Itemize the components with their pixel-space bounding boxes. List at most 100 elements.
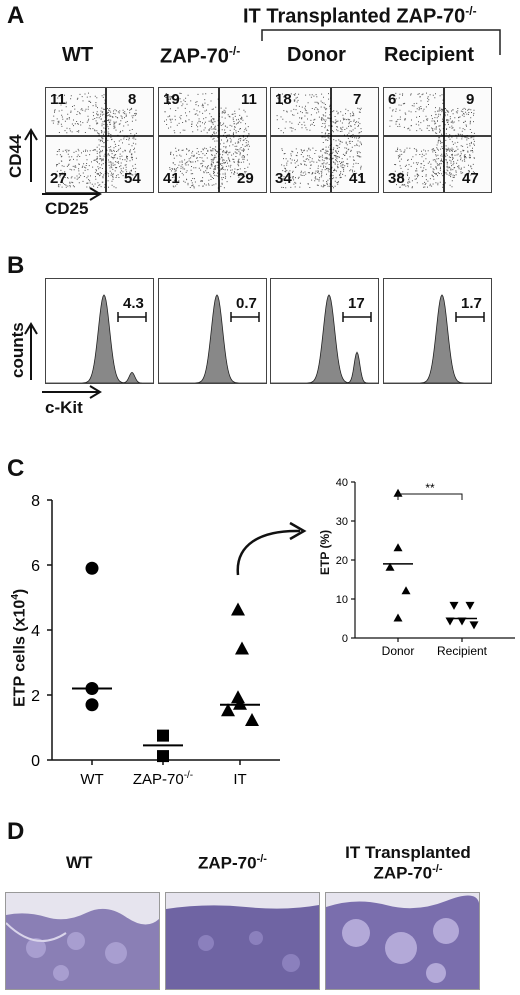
y-tick-label: 8 bbox=[31, 493, 40, 510]
col-head-zap70: ZAP-70-/- bbox=[160, 44, 240, 69]
histo-label-it-line2-text: ZAP-70 bbox=[373, 863, 433, 883]
col-head-donor: Donor bbox=[287, 44, 346, 67]
x-tick-label: ZAP-70-/- bbox=[133, 770, 193, 788]
panel-letter-a: A bbox=[7, 2, 25, 29]
histology-image-it bbox=[325, 892, 480, 990]
data-point-circle bbox=[85, 698, 99, 712]
quadrant-ul-value: 6 bbox=[388, 91, 397, 108]
quadrant-lr-value: 41 bbox=[349, 170, 366, 187]
inset-point-triangle-down bbox=[445, 617, 455, 626]
quadrant-ll-value: 27 bbox=[50, 170, 67, 187]
y-tick-label: 0 bbox=[31, 753, 40, 770]
y-tick-label: 4 bbox=[31, 623, 40, 640]
quadrant-ul-value: 18 bbox=[275, 91, 292, 108]
curved-arrow bbox=[236, 521, 307, 576]
data-point-square bbox=[157, 750, 169, 763]
inset-point-triangle-down bbox=[469, 621, 479, 630]
inset-point-triangle bbox=[393, 488, 403, 497]
inset-point-triangle-down bbox=[457, 617, 467, 626]
quadrant-ur-value: 7 bbox=[353, 91, 362, 108]
histo-label-wt: WT bbox=[66, 853, 93, 872]
quadrant-lr-value: 29 bbox=[237, 170, 254, 187]
flow-plot-0: 11 8 27 54 bbox=[45, 87, 154, 193]
x-tick-label: WT bbox=[80, 771, 103, 788]
histo-label-it-line1: IT Transplanted bbox=[345, 843, 471, 862]
group-header-text: IT Transplanted ZAP-70 bbox=[243, 5, 466, 28]
inset-x-tick-label: Donor bbox=[382, 644, 415, 658]
histology-image-zap70 bbox=[165, 892, 320, 990]
inset-point-triangle bbox=[401, 586, 411, 595]
inset-y-tick-label: 10 bbox=[336, 594, 348, 606]
significance-stars: ** bbox=[425, 481, 435, 495]
panel-letter-c: C bbox=[7, 455, 25, 482]
flow-plot-2: 18 7 34 41 bbox=[270, 87, 379, 193]
panel-letter-d: D bbox=[7, 818, 25, 845]
inset-point-triangle-down bbox=[465, 601, 475, 610]
quadrant-ll-value: 41 bbox=[163, 170, 180, 187]
inset-point-triangle bbox=[393, 613, 403, 622]
etp-percent-inset-chart: 0 10 20 30 40 Donor Recipient ** bbox=[336, 477, 515, 658]
quadrant-lr-value: 47 bbox=[462, 170, 479, 187]
gate-percent-label: 17 bbox=[348, 295, 365, 312]
quadrant-ll-value: 38 bbox=[388, 170, 405, 187]
inset-point-triangle bbox=[393, 543, 403, 552]
inset-y-tick-label: 20 bbox=[336, 555, 348, 567]
col-head-zap70-text: ZAP-70 bbox=[160, 45, 229, 68]
col-head-recipient-text: Recipient bbox=[384, 44, 475, 66]
counts-label: counts bbox=[8, 322, 27, 378]
etp-cells-ylabel-end: ) bbox=[11, 588, 29, 595]
histogram-0: 4.3 bbox=[45, 278, 154, 384]
group-bracket bbox=[261, 29, 501, 55]
axis-arrows-b bbox=[24, 322, 102, 399]
histogram-1: 0.7 bbox=[158, 278, 267, 384]
quadrant-lr-value: 54 bbox=[124, 170, 141, 187]
data-point-square bbox=[157, 729, 169, 742]
col-head-donor-text: Donor bbox=[287, 44, 346, 66]
group-header: IT Transplanted ZAP-70-/- bbox=[243, 4, 477, 29]
etp-cells-ylabel: ETP cells (x104) bbox=[10, 589, 29, 707]
col-head-wt-text: WT bbox=[62, 44, 94, 66]
quadrant-ur-value: 9 bbox=[466, 91, 475, 108]
data-point-triangle bbox=[235, 641, 249, 655]
quadrant-ur-value: 8 bbox=[128, 91, 137, 108]
x-tick-label: IT bbox=[233, 771, 246, 788]
histo-label-it-line2: ZAP-70-/- bbox=[328, 863, 488, 884]
histo-label-it: IT Transplanted ZAP-70-/- bbox=[328, 843, 488, 884]
data-point-triangle bbox=[245, 713, 259, 726]
histo-label-it-sup: -/- bbox=[432, 863, 443, 875]
quadrant-ur-value: 11 bbox=[241, 91, 257, 108]
inset-point-triangle-down bbox=[449, 601, 459, 610]
quadrant-ul-value: 19 bbox=[163, 91, 180, 108]
cd44-label: CD44 bbox=[6, 134, 25, 178]
inset-y-tick-label: 30 bbox=[336, 516, 348, 528]
group-header-sup: -/- bbox=[465, 4, 477, 18]
inset-point-triangle bbox=[385, 562, 395, 571]
flow-plot-3: 6 9 38 47 bbox=[383, 87, 492, 193]
col-head-zap70-sup: -/- bbox=[228, 44, 241, 58]
flow-plot-1: 19 11 41 29 bbox=[158, 87, 267, 193]
y-tick-label: 6 bbox=[31, 558, 40, 575]
histology-image-wt bbox=[5, 892, 160, 990]
inset-x-tick-label: Recipient bbox=[437, 644, 488, 658]
etp-cells-ylabel-sup: 4 bbox=[10, 594, 21, 600]
inset-y-tick-label: 40 bbox=[336, 477, 348, 489]
data-point-triangle bbox=[221, 703, 235, 717]
histogram-2: 17 bbox=[270, 278, 379, 384]
histogram-3: 1.7 bbox=[383, 278, 492, 384]
cd25-label: CD25 bbox=[45, 199, 89, 218]
axis-arrows-a bbox=[24, 128, 102, 201]
data-point-circle bbox=[85, 561, 99, 575]
etp-cells-ylabel-text: ETP cells (x10 bbox=[11, 599, 29, 707]
col-head-wt: WT bbox=[62, 44, 93, 67]
y-tick-label: 2 bbox=[31, 688, 40, 705]
histo-label-zap70-text: ZAP-70 bbox=[198, 853, 257, 873]
gate-percent-label: 0.7 bbox=[236, 295, 257, 312]
col-head-recipient: Recipient bbox=[384, 44, 474, 67]
histo-label-zap70: ZAP-70-/- bbox=[198, 853, 267, 874]
etp-cells-chart: 0 2 4 6 8 WT ZAP-70-/- IT bbox=[31, 493, 280, 788]
inset-y-tick-label: 0 bbox=[342, 633, 348, 645]
panel-letter-b: B bbox=[7, 252, 25, 279]
inset-ylabel: ETP (%) bbox=[318, 529, 332, 575]
gate-percent-label: 4.3 bbox=[123, 295, 144, 312]
gate-percent-label: 1.7 bbox=[461, 295, 482, 312]
